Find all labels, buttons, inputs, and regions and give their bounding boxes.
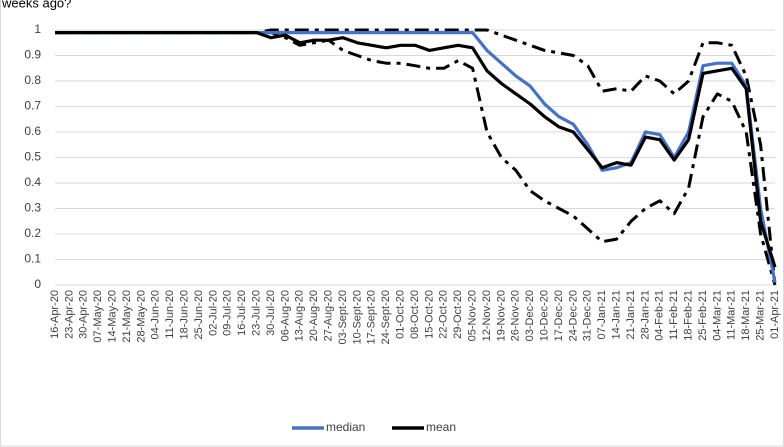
x-tick-label: 11-Mar-21 [726,290,738,340]
x-tick-label: 16-Jul-20 [236,290,248,336]
y-tick-label: 0.6 [24,124,41,138]
x-tick-label: 23-Jul-20 [251,290,263,336]
x-tick-label: 12-Nov-20 [481,290,493,341]
x-tick-label: 24-Sept-20 [380,290,392,344]
x-tick-label: 24-Dec-20 [567,290,579,341]
x-tick-label: 25-Feb-21 [697,290,709,341]
x-tick-label: 15-Oct-20 [423,290,435,339]
x-tick-label: 20-Aug-20 [308,290,320,341]
x-tick-label: 03-Sept-20 [337,290,349,344]
x-tick-label: 18-Feb-21 [683,290,695,341]
x-tick-label: 04-Feb-21 [654,290,666,341]
x-tick-label: 28-Jan-21 [639,290,651,340]
y-tick-label: 0.9 [24,48,41,62]
x-tick-label: 18-Jun-20 [179,290,191,340]
x-tick-label: 18-Mar-21 [740,290,752,341]
x-tick-label: 01-Oct-20 [395,290,407,339]
x-tick-label: 03-Dec-20 [524,290,536,341]
y-tick-label: 0.7 [24,99,41,113]
y-tick-label: 0.8 [24,73,41,87]
x-tick-label: 09-Jul-20 [222,290,234,336]
legend-label: mean [426,420,456,434]
x-tick-label: 14-Jan-21 [611,290,623,340]
x-tick-label: 26-Nov-20 [510,290,522,341]
y-tick-label: 0.4 [24,175,41,189]
x-tick-label: 06-Aug-20 [279,290,291,341]
x-tick-label: 11-Jun-20 [164,290,176,339]
chart-title: weeks ago? [1,0,71,10]
y-tick-label: 0.2 [24,226,41,240]
x-tick-label: 01-Apr-21 [769,290,781,339]
x-tick-label: 13-Aug-20 [294,290,306,341]
x-tick-label: 05-Nov-20 [467,290,479,341]
x-tick-label: 04-Mar-21 [711,290,723,341]
x-tick-label: 21-Jan-21 [625,290,637,340]
x-tick-label: 21-May-20 [121,290,133,343]
legend-label: median [326,420,365,434]
x-tick-label: 19-Nov-20 [495,290,507,341]
y-tick-label: 1 [34,22,41,36]
x-tick-label: 04-Jun-20 [150,290,162,340]
series-line [55,31,777,268]
x-tick-label: 31-Dec-20 [582,290,594,341]
x-tick-label: 02-Jul-20 [207,290,219,336]
x-tick-label: 14-May-20 [107,290,119,343]
x-tick-label: 17-Dec-20 [553,290,565,341]
x-tick-label: 30-Apr-20 [78,290,90,339]
y-tick-label: 0.5 [24,150,41,164]
x-tick-label: 27-Aug-20 [323,290,335,341]
x-tick-label: 07-May-20 [92,290,104,343]
x-tick-label: 10-Dec-20 [539,290,551,341]
x-tick-label: 30-Jul-20 [265,290,277,336]
x-tick-label: 08-Oct-20 [409,290,421,339]
x-tick-label: 10-Sept-20 [351,290,363,344]
y-tick-label: 0.3 [24,201,41,215]
x-tick-label: 28-May-20 [135,290,147,343]
x-tick-label: 23-Apr-20 [63,290,75,339]
y-tick-label: 0 [34,277,41,291]
x-tick-label: 25-Jun-20 [193,290,205,340]
x-tick-label: 07-Jan-21 [596,290,608,340]
x-tick-label: 29-Oct-20 [452,290,464,339]
x-tick-label: 16-Apr-20 [49,290,61,339]
y-tick-label: 0.1 [24,252,41,266]
x-tick-label: 22-Oct-20 [438,290,450,339]
x-tick-label: 17-Sept-20 [366,290,378,344]
x-tick-label: 11-Feb-21 [668,290,680,340]
x-tick-label: 25-Mar-21 [755,290,767,341]
